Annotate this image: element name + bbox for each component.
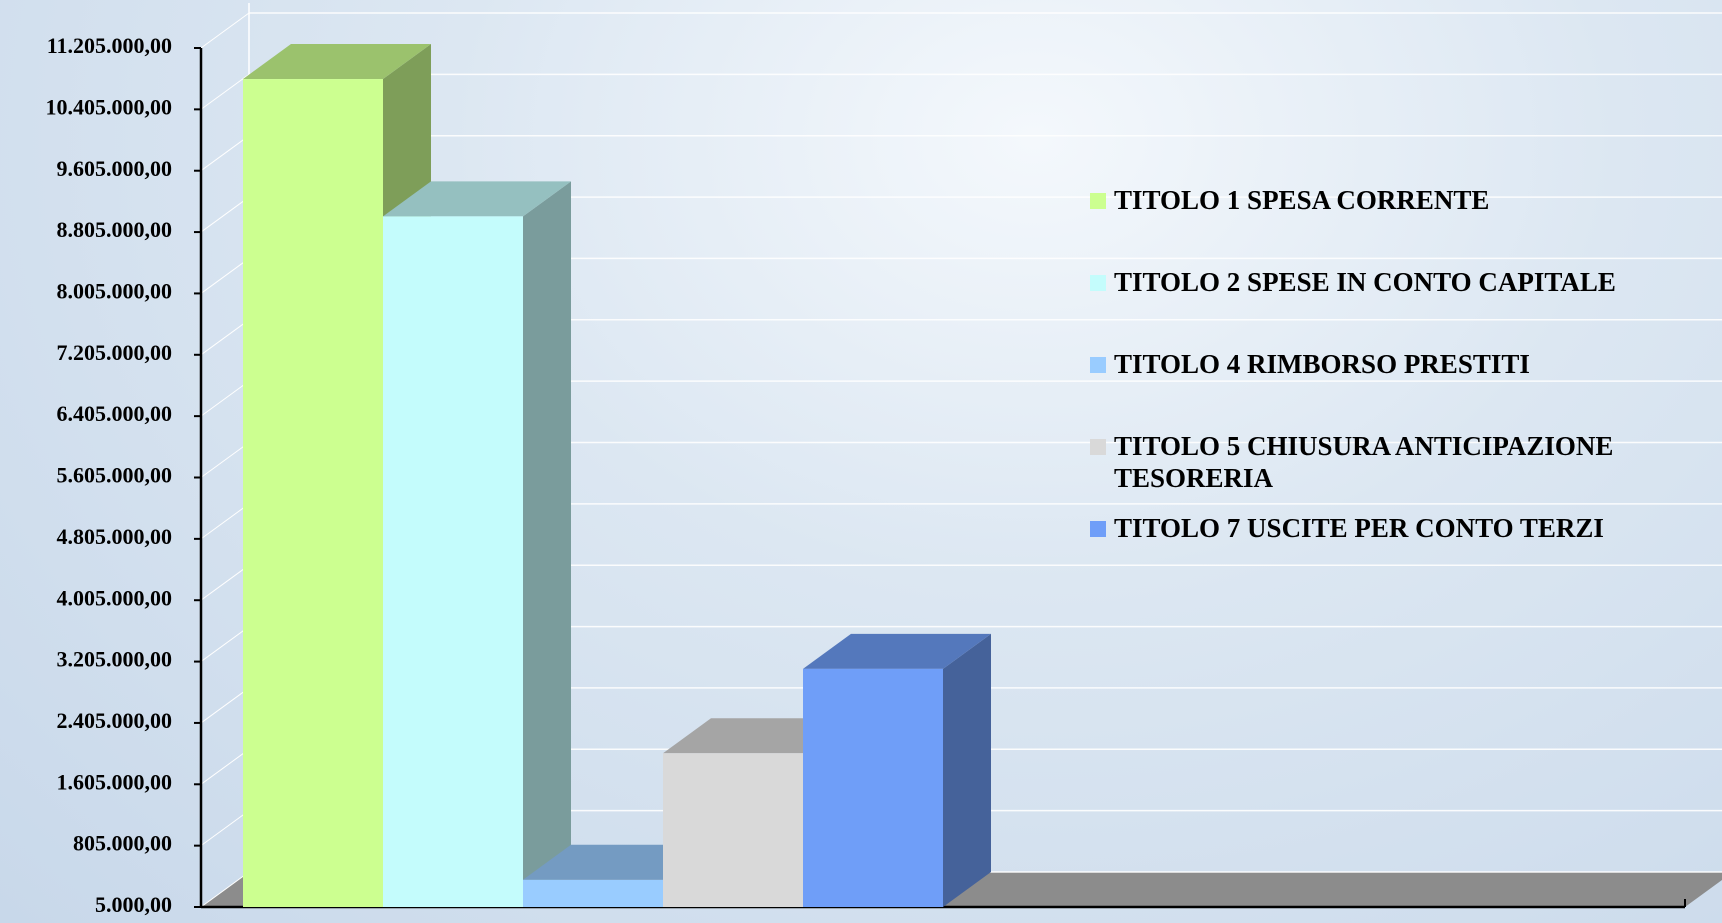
legend-swatch [1090, 521, 1106, 537]
legend-item: TITOLO 1 SPESA CORRENTE [1090, 184, 1715, 266]
grid-diagonal [200, 626, 250, 662]
legend-swatch [1090, 193, 1106, 209]
grid-diagonal [200, 810, 250, 847]
bar [383, 216, 523, 908]
bar-top [803, 633, 991, 669]
y-tick-label: 4.005.000,00 [57, 585, 173, 610]
grid-diagonal [200, 12, 250, 49]
grid-diagonal [200, 687, 250, 724]
y-tick-label: 10.405.000,00 [46, 94, 173, 119]
legend-item: TITOLO 7 USCITE PER CONTO TERZI [1090, 512, 1715, 594]
y-tick-label: 805.000,00 [73, 831, 172, 856]
legend-swatch [1090, 439, 1106, 455]
bar-top [383, 181, 571, 217]
grid-diagonal [200, 196, 250, 233]
y-tick-label: 8.805.000,00 [57, 217, 173, 242]
y-tick-label: 8.005.000,00 [57, 278, 173, 303]
legend-item: TITOLO 2 SPESE IN CONTO CAPITALE [1090, 266, 1715, 348]
y-tick-label: 4.805.000,00 [57, 524, 173, 549]
bar [523, 879, 663, 907]
bar-side [943, 633, 991, 907]
y-tick-label: 5.605.000,00 [57, 463, 173, 488]
legend-label: TITOLO 7 USCITE PER CONTO TERZI [1114, 513, 1604, 543]
y-tick-label: 11.205.000,00 [47, 33, 172, 58]
grid-diagonal [200, 871, 250, 908]
grid-diagonal [200, 258, 250, 294]
grid-diagonal [200, 380, 250, 417]
grid-diagonal [200, 442, 250, 478]
legend-item: TITOLO 4 RIMBORSO PRESTITI [1090, 348, 1715, 430]
legend-label: TITOLO 1 SPESA CORRENTE [1114, 185, 1490, 215]
y-tick-label: 7.205.000,00 [57, 340, 173, 365]
y-tick-label: 2.405.000,00 [57, 708, 173, 733]
y-tick-label: 1.605.000,00 [57, 769, 173, 794]
bar [243, 79, 383, 907]
legend-swatch [1090, 275, 1106, 291]
grid-diagonal [200, 564, 250, 601]
grid-diagonal [200, 73, 250, 110]
y-tick-label: 9.605.000,00 [57, 156, 173, 181]
bar [803, 668, 943, 907]
grid-diagonal [200, 748, 250, 785]
bar [663, 753, 803, 907]
bar-top [243, 44, 431, 80]
legend-label: TITOLO 2 SPESE IN CONTO CAPITALE [1114, 267, 1616, 297]
y-tick-label: 6.405.000,00 [57, 401, 173, 426]
y-tick-label: 3.205.000,00 [57, 647, 173, 672]
grid-diagonal [200, 503, 250, 540]
grid-diagonal [200, 319, 250, 356]
legend-label: TITOLO 5 CHIUSURA ANTICIPAZIONE TESORERI… [1114, 431, 1614, 493]
legend-label: TITOLO 4 RIMBORSO PRESTITI [1114, 349, 1530, 379]
y-tick-label: 5.000,00 [95, 892, 172, 917]
legend-swatch [1090, 357, 1106, 373]
legend: TITOLO 1 SPESA CORRENTE TITOLO 2 SPESE IN… [1090, 184, 1715, 594]
grid-diagonal [200, 135, 250, 172]
legend-item: TITOLO 5 CHIUSURA ANTICIPAZIONE TESORERI… [1090, 430, 1715, 512]
bar-side [523, 181, 571, 908]
